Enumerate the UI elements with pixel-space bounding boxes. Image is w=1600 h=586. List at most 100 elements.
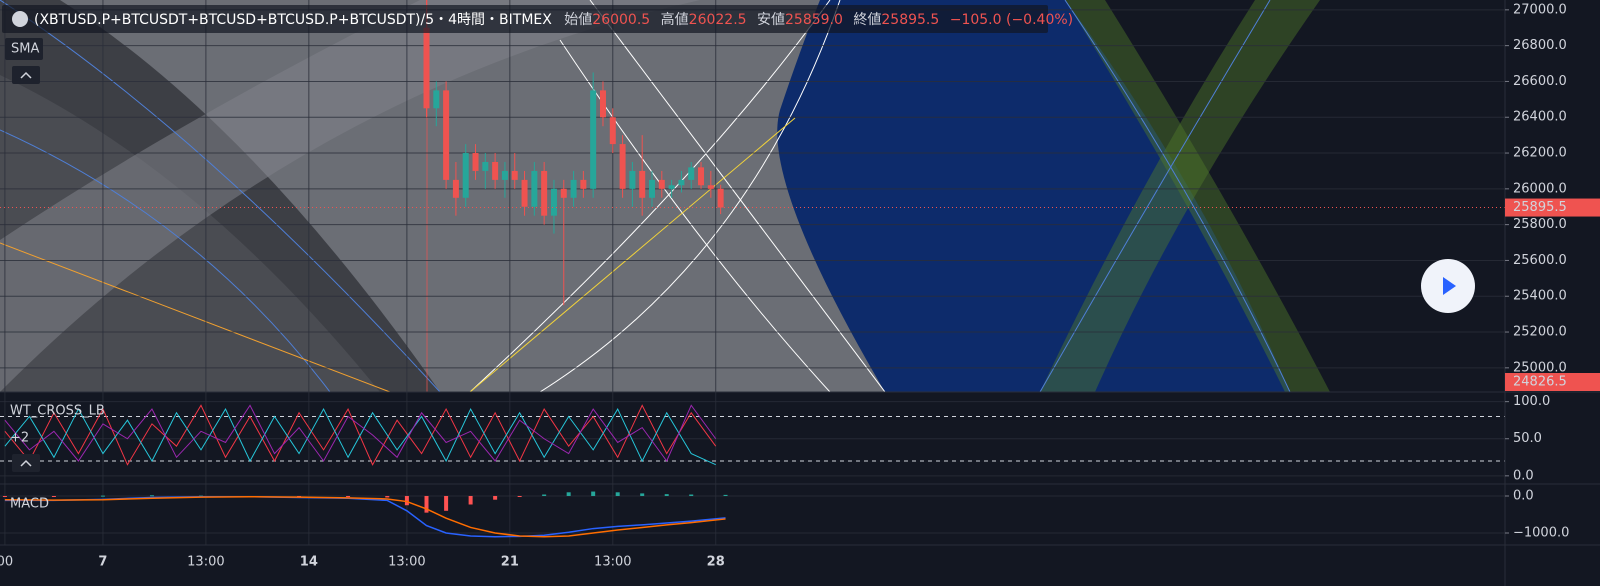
- candle-body: [472, 153, 479, 171]
- histogram-bar: [424, 495, 429, 513]
- sma-box[interactable]: [5, 38, 43, 60]
- candle-body: [619, 144, 626, 189]
- indicator-legend: SMA WT_CROSS_LB +2 MACD: [5, 38, 105, 512]
- histogram-bar: [385, 495, 390, 498]
- play-icon: [1443, 277, 1456, 295]
- gann-zone: [777, 0, 1290, 392]
- y-tick-label: 25000.0: [1513, 360, 1567, 375]
- y-tick-label: 26200.0: [1513, 146, 1567, 161]
- candle-body: [599, 90, 606, 118]
- candle-body: [531, 170, 538, 207]
- x-tick-label: 00: [0, 555, 13, 570]
- candle-body: [639, 170, 646, 198]
- x-tick-label: 13:00: [594, 555, 631, 570]
- candle-body: [609, 117, 616, 145]
- gann-arc: [589, 0, 886, 392]
- candle-body: [550, 188, 557, 216]
- candle-body: [443, 90, 450, 180]
- symbol: (XBTUSD.P+BTCUSDT+BTCUSD+BTCUSD.P+BTCUSD…: [34, 12, 552, 28]
- histogram-bar: [404, 495, 409, 506]
- candle-body: [452, 179, 459, 198]
- y-tick-label: 25800.0: [1513, 217, 1567, 232]
- histogram-bar: [346, 495, 351, 497]
- histogram-bar: [542, 494, 547, 496]
- change: −105.0 (−0.40%): [950, 12, 1073, 28]
- x-tick-label: 21: [501, 555, 519, 570]
- histogram-bar: [689, 494, 694, 496]
- candle-body: [717, 188, 724, 208]
- y-tick-label: 0.0: [1513, 488, 1534, 503]
- x-tick-label: 28: [707, 555, 725, 570]
- ohlc-value: 25859.0: [785, 12, 843, 28]
- candle-body: [678, 179, 685, 186]
- grid: [0, 0, 1505, 545]
- trend-line: [469, 117, 796, 392]
- ohlc-value: 26022.5: [689, 12, 747, 28]
- y-tick-label: 0.0: [1513, 468, 1534, 483]
- header-text: (XBTUSD.P+BTCUSDT+BTCUSD+BTCUSD.P+BTCUSD…: [34, 11, 1073, 28]
- histogram-bar: [615, 492, 620, 496]
- wt-label: WT_CROSS_LB: [10, 404, 105, 419]
- gann-arc: [539, 0, 841, 392]
- y-tick-label: 100.0: [1513, 394, 1550, 409]
- candle-body: [560, 188, 567, 198]
- candle-body: [482, 161, 489, 171]
- candle-body: [570, 179, 577, 198]
- candle-body: [511, 170, 518, 180]
- y-tick-label: −1000.0: [1513, 526, 1569, 541]
- y-tick-label: 25400.0: [1513, 289, 1567, 304]
- legend-header: (XBTUSD.P+BTCUSDT+BTCUSD+BTCUSD.P+BTCUSD…: [2, 5, 1073, 33]
- candle-body: [649, 179, 656, 198]
- ohlc-label: 安値: [757, 12, 785, 28]
- last-price-label: 25895.5: [1513, 200, 1567, 215]
- gann-arc: [1039, 0, 1271, 392]
- collapse-button[interactable]: [12, 454, 40, 472]
- candle-body: [658, 179, 665, 189]
- macd-label: MACD: [10, 497, 49, 512]
- candle-body: [707, 185, 714, 189]
- histogram-bar: [723, 494, 728, 496]
- candle-body: [668, 185, 675, 189]
- histogram-bar: [664, 494, 669, 496]
- histogram-bar: [566, 492, 571, 496]
- collapse-button[interactable]: [12, 66, 40, 84]
- y-tick-label: 26000.0: [1513, 181, 1567, 196]
- symbol-icon: [12, 11, 28, 27]
- play-button[interactable]: [1421, 259, 1475, 313]
- histogram-bar: [468, 495, 473, 505]
- candle-body: [462, 153, 469, 198]
- ohlc-label: 始値: [564, 12, 592, 28]
- series: [0, 0, 1505, 538]
- candle-body: [501, 170, 508, 180]
- y-tick-label: 26600.0: [1513, 74, 1567, 89]
- y-tick-label: 50.0: [1513, 431, 1542, 446]
- gann-arc: [0, 0, 441, 392]
- candle-body: [590, 90, 597, 189]
- marker-price-tag: [1505, 373, 1600, 391]
- ohlc-value: 25895.5: [881, 12, 939, 28]
- sma-label: SMA: [11, 42, 39, 57]
- histogram-bar: [444, 495, 449, 511]
- series-line: [4, 404, 717, 462]
- histogram-bar: [640, 493, 645, 496]
- candle-body: [629, 170, 636, 189]
- gann-arc: [0, 129, 331, 392]
- gann-band: [1065, 0, 1330, 392]
- header-bg: [2, 5, 1048, 33]
- candle-body: [688, 167, 695, 180]
- candle-body: [433, 90, 440, 109]
- histogram-bar: [100, 495, 105, 497]
- candle-body: [580, 179, 587, 189]
- gann-band: [0, 0, 700, 392]
- marker-price-label: 24826.5: [1513, 375, 1567, 390]
- ohlc-value: 26000.5: [592, 12, 650, 28]
- y-tick-label: 27000.0: [1513, 2, 1567, 17]
- candle-body: [492, 161, 499, 180]
- histogram-bar: [51, 495, 56, 497]
- series-line: [4, 495, 726, 538]
- y-tick-label: 25600.0: [1513, 253, 1567, 268]
- series-line: [4, 407, 716, 466]
- candle-body: [541, 170, 548, 216]
